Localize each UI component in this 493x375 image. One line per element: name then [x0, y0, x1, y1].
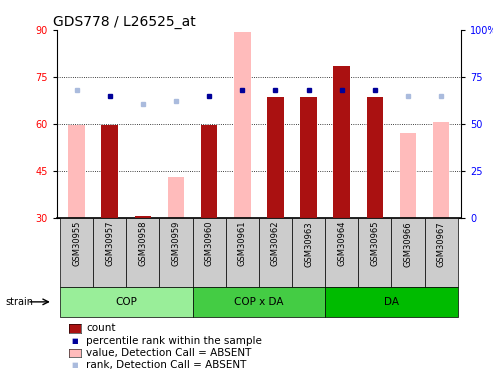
Bar — [135, 216, 151, 217]
Bar — [193, 217, 226, 287]
Bar — [325, 287, 458, 317]
Text: strain: strain — [5, 297, 33, 307]
Bar — [60, 217, 93, 287]
Text: ■: ■ — [71, 338, 78, 344]
Bar — [325, 217, 358, 287]
Text: GSM30964: GSM30964 — [337, 221, 346, 267]
Bar — [234, 32, 250, 217]
Text: GSM30961: GSM30961 — [238, 221, 247, 267]
Text: GSM30960: GSM30960 — [205, 221, 213, 267]
Bar — [292, 217, 325, 287]
Bar — [226, 217, 259, 287]
Bar — [159, 217, 193, 287]
Text: DA: DA — [384, 297, 399, 307]
Text: GSM30965: GSM30965 — [370, 221, 379, 267]
Bar — [126, 217, 159, 287]
Text: GSM30957: GSM30957 — [105, 221, 114, 267]
Bar — [201, 125, 217, 218]
Bar — [193, 287, 325, 317]
Bar — [300, 97, 317, 218]
Text: GSM30967: GSM30967 — [437, 221, 446, 267]
Text: COP: COP — [115, 297, 137, 307]
Text: rank, Detection Call = ABSENT: rank, Detection Call = ABSENT — [86, 360, 246, 370]
Bar — [358, 217, 391, 287]
Text: GSM30959: GSM30959 — [172, 221, 180, 266]
Bar — [391, 217, 424, 287]
Bar — [267, 97, 283, 218]
Bar — [400, 133, 416, 218]
Bar — [69, 125, 85, 218]
Text: COP x DA: COP x DA — [234, 297, 283, 307]
Text: GDS778 / L26525_at: GDS778 / L26525_at — [53, 15, 195, 29]
Bar — [168, 177, 184, 218]
Text: GSM30966: GSM30966 — [403, 221, 413, 267]
Text: GSM30962: GSM30962 — [271, 221, 280, 267]
Bar — [333, 66, 350, 218]
Bar — [93, 217, 126, 287]
Bar — [102, 125, 118, 218]
Text: ■: ■ — [71, 362, 78, 368]
Bar — [424, 217, 458, 287]
Bar — [366, 97, 383, 218]
Bar — [259, 217, 292, 287]
Bar — [60, 287, 193, 317]
Text: GSM30955: GSM30955 — [72, 221, 81, 266]
Text: count: count — [86, 323, 116, 333]
Text: value, Detection Call = ABSENT: value, Detection Call = ABSENT — [86, 348, 251, 358]
Bar — [433, 122, 449, 218]
Text: GSM30958: GSM30958 — [139, 221, 147, 267]
Text: percentile rank within the sample: percentile rank within the sample — [86, 336, 262, 345]
Text: GSM30963: GSM30963 — [304, 221, 313, 267]
